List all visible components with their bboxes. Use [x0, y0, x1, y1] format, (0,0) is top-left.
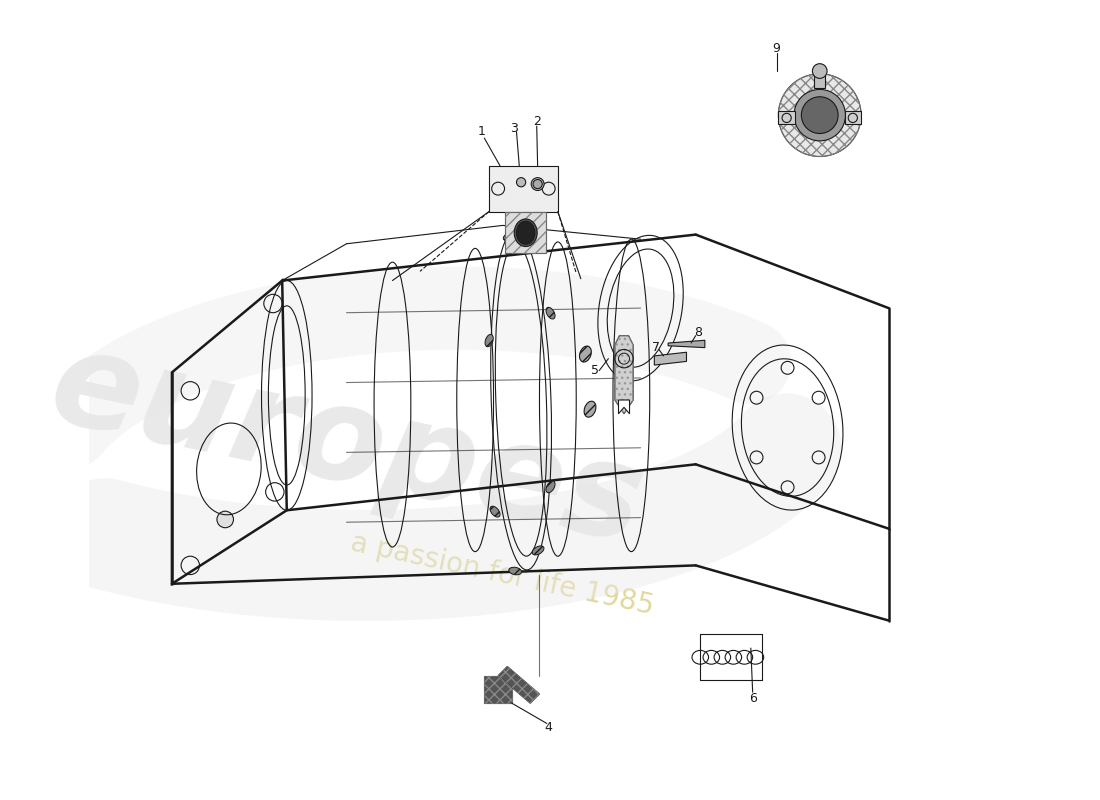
Text: 3: 3	[509, 122, 518, 134]
Ellipse shape	[485, 334, 493, 346]
Ellipse shape	[546, 307, 556, 319]
Text: 7: 7	[652, 341, 660, 354]
Polygon shape	[654, 352, 686, 365]
Text: europes: europes	[39, 322, 654, 570]
Ellipse shape	[509, 567, 521, 575]
Polygon shape	[779, 110, 795, 124]
Circle shape	[802, 97, 838, 134]
Text: 4: 4	[544, 721, 552, 734]
Ellipse shape	[517, 222, 535, 244]
Circle shape	[779, 74, 861, 157]
Ellipse shape	[517, 178, 526, 187]
Text: 9: 9	[772, 42, 781, 55]
Text: 2: 2	[532, 115, 541, 128]
Text: 6: 6	[749, 692, 757, 705]
Ellipse shape	[514, 219, 537, 246]
Ellipse shape	[527, 233, 539, 241]
Text: 8: 8	[694, 326, 703, 339]
Ellipse shape	[534, 179, 542, 189]
Ellipse shape	[532, 546, 544, 555]
Polygon shape	[618, 400, 629, 414]
Text: 5: 5	[591, 364, 598, 377]
Polygon shape	[814, 74, 825, 87]
Polygon shape	[845, 110, 861, 124]
Circle shape	[813, 64, 827, 78]
Ellipse shape	[546, 481, 556, 493]
Circle shape	[794, 90, 846, 141]
Polygon shape	[615, 336, 634, 414]
Polygon shape	[498, 666, 539, 703]
Ellipse shape	[531, 178, 544, 190]
Text: a passion for life 1985: a passion for life 1985	[349, 529, 657, 621]
Ellipse shape	[584, 401, 596, 417]
Polygon shape	[484, 676, 512, 703]
Polygon shape	[506, 212, 546, 253]
Ellipse shape	[490, 506, 500, 517]
Ellipse shape	[580, 346, 592, 362]
Polygon shape	[668, 340, 705, 348]
Ellipse shape	[504, 233, 516, 241]
Polygon shape	[488, 166, 558, 212]
Text: 1: 1	[477, 125, 485, 138]
Circle shape	[217, 511, 233, 528]
